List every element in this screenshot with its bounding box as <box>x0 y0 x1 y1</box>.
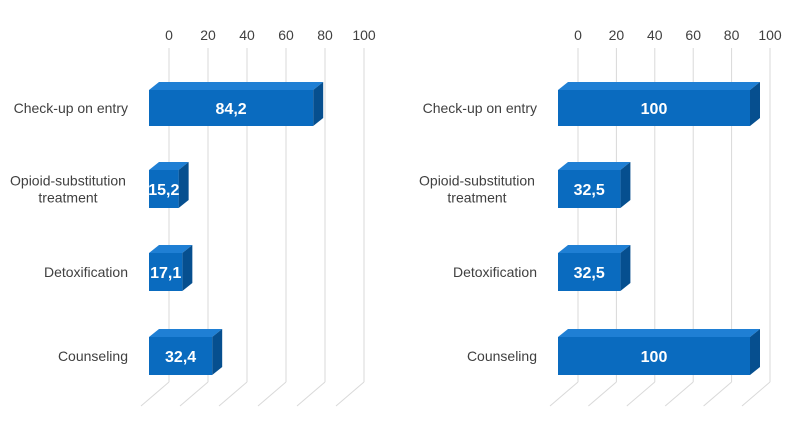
bar <box>149 170 179 208</box>
bar-top-face <box>149 329 223 337</box>
gridline-floor <box>741 381 771 407</box>
bar <box>558 253 621 291</box>
bar-top-face <box>558 329 760 337</box>
bar-top-face <box>558 245 631 253</box>
gridline-floor <box>218 381 248 407</box>
gridline-floor <box>549 381 579 407</box>
bar-side-face <box>750 82 760 126</box>
tick-label: 0 <box>165 27 173 43</box>
tick-label: 100 <box>758 27 782 43</box>
value-label: 32,4 <box>165 349 196 366</box>
value-label: 32,5 <box>574 265 605 282</box>
tick-label: 20 <box>200 27 216 43</box>
tick-label: 40 <box>239 27 255 43</box>
gridline-floor <box>296 381 326 407</box>
gridline-floor <box>664 381 694 407</box>
category-label: Counseling <box>58 348 128 364</box>
category-label: Opioid-substitution treatment <box>419 173 535 206</box>
bar-side-face <box>750 329 760 375</box>
bar <box>149 90 314 126</box>
bar <box>149 253 183 291</box>
bar-top-face <box>149 82 324 90</box>
gridline-floor <box>626 381 656 407</box>
tick-label: 80 <box>317 27 333 43</box>
tick-label: 100 <box>352 27 376 43</box>
value-label: 100 <box>641 349 668 366</box>
bar-side-face <box>182 245 193 291</box>
value-label: 84,2 <box>216 101 247 118</box>
gridline-floor <box>257 381 287 407</box>
bar <box>558 337 750 375</box>
gridline-floor <box>140 381 170 407</box>
value-label: 32,5 <box>574 182 605 199</box>
category-label: Detoxification <box>44 264 128 280</box>
bar-side-face <box>178 162 189 208</box>
bar-top-face <box>149 245 193 253</box>
tick-label: 60 <box>278 27 294 43</box>
value-label: 100 <box>641 101 668 118</box>
bar <box>558 90 750 126</box>
category-label: Check-up on entry <box>14 100 128 116</box>
gridline-floor <box>588 381 617 407</box>
bar-top-face <box>558 82 760 90</box>
bar <box>149 337 213 375</box>
bar-top-face <box>149 162 189 170</box>
tick-label: 20 <box>609 27 625 43</box>
bar-side-face <box>620 162 631 208</box>
gridline-floor <box>335 381 365 407</box>
tick-label: 60 <box>685 27 701 43</box>
chart-1: 0 20 40 60 80 100 84,2 Check-up on entry 15,2 Opi… <box>10 27 376 407</box>
gridline-floor <box>703 381 732 407</box>
value-label: 15,2 <box>148 182 179 199</box>
bar-side-face <box>313 82 324 126</box>
gridline-floor <box>179 381 209 407</box>
tick-label: 0 <box>574 27 582 43</box>
category-label: Opioid-substitution treatment <box>10 173 126 206</box>
bar <box>558 170 621 208</box>
chart-2: 0 20 40 60 80 100 100 Check-up on entry 32,5 Opio… <box>419 27 782 407</box>
category-label: Check-up on entry <box>423 100 537 116</box>
category-label: Detoxification <box>453 264 537 280</box>
value-label: 17,1 <box>150 265 181 282</box>
category-label: Counseling <box>467 348 537 364</box>
tick-label: 80 <box>724 27 740 43</box>
bar-side-face <box>212 329 223 375</box>
bar-top-face <box>558 162 631 170</box>
bar-side-face <box>620 245 631 291</box>
tick-label: 40 <box>647 27 663 43</box>
